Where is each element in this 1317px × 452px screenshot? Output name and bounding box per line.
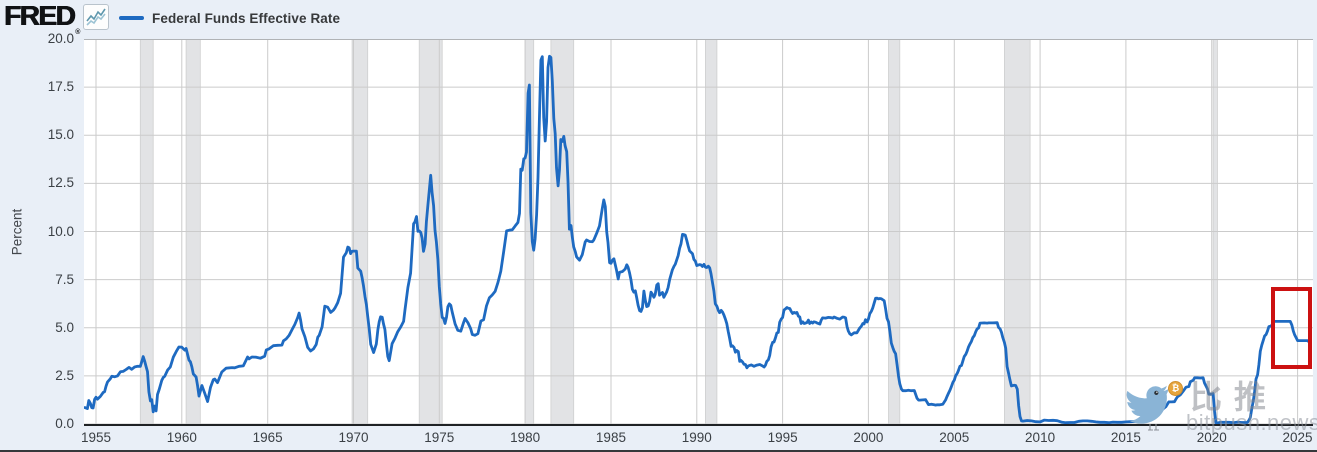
watermark-domain-text: bitpush.news (1186, 410, 1317, 435)
x-tick-label: 1985 (595, 430, 626, 445)
watermark-cn-text: 比推 (1190, 379, 1279, 415)
registered-mark: ® (75, 29, 81, 36)
zigzag-chart-icon (86, 8, 106, 26)
legend-item-federal-funds[interactable]: Federal Funds Effective Rate (119, 8, 340, 28)
x-tick-label: 1975 (424, 430, 455, 445)
bird-legs-icon (1148, 424, 1159, 431)
bitcoin-coin-icon: ₿ (1168, 381, 1183, 396)
x-tick-label: 2025 (1282, 430, 1313, 445)
y-tick-label: 10.0 (47, 223, 74, 239)
x-tick-label: 1995 (767, 430, 798, 445)
x-tick-label: 1965 (252, 430, 283, 445)
x-tick-label: 1980 (510, 430, 541, 445)
x-tick-label: 1970 (338, 430, 369, 445)
y-tick-label: 7.5 (55, 271, 74, 287)
y-tick-label: 17.5 (47, 79, 74, 95)
highlight-rectangle (1270, 287, 1313, 370)
x-tick-label: 2010 (1025, 430, 1056, 445)
x-tick-label: 2000 (853, 430, 884, 445)
y-tick-label: 5.0 (55, 319, 74, 335)
x-tick-label: 1990 (681, 430, 712, 445)
fred-chart-icon (83, 4, 109, 30)
y-tick-label: 12.5 (47, 175, 74, 191)
legend-label: Federal Funds Effective Rate (152, 10, 341, 26)
fred-logo[interactable]: FRED® (4, 0, 81, 36)
plot-svg (84, 39, 1313, 424)
x-tick-label: 2015 (1110, 430, 1141, 445)
twitter-bird-icon (1126, 385, 1169, 424)
y-tick-label: 0.0 (55, 416, 74, 431)
x-tick-label: 2005 (939, 430, 970, 445)
plot-area[interactable] (84, 39, 1313, 426)
legend-line-swatch (119, 16, 144, 20)
x-tick-label: 1960 (166, 430, 197, 445)
x-tick-label: 1955 (80, 430, 112, 445)
y-tick-label: 2.5 (55, 367, 74, 383)
y-tick-label: 20.0 (47, 31, 74, 46)
x-tick-label: 2020 (1196, 430, 1227, 445)
data-line (84, 54, 1312, 424)
y-tick-label: 15.0 (47, 127, 74, 143)
